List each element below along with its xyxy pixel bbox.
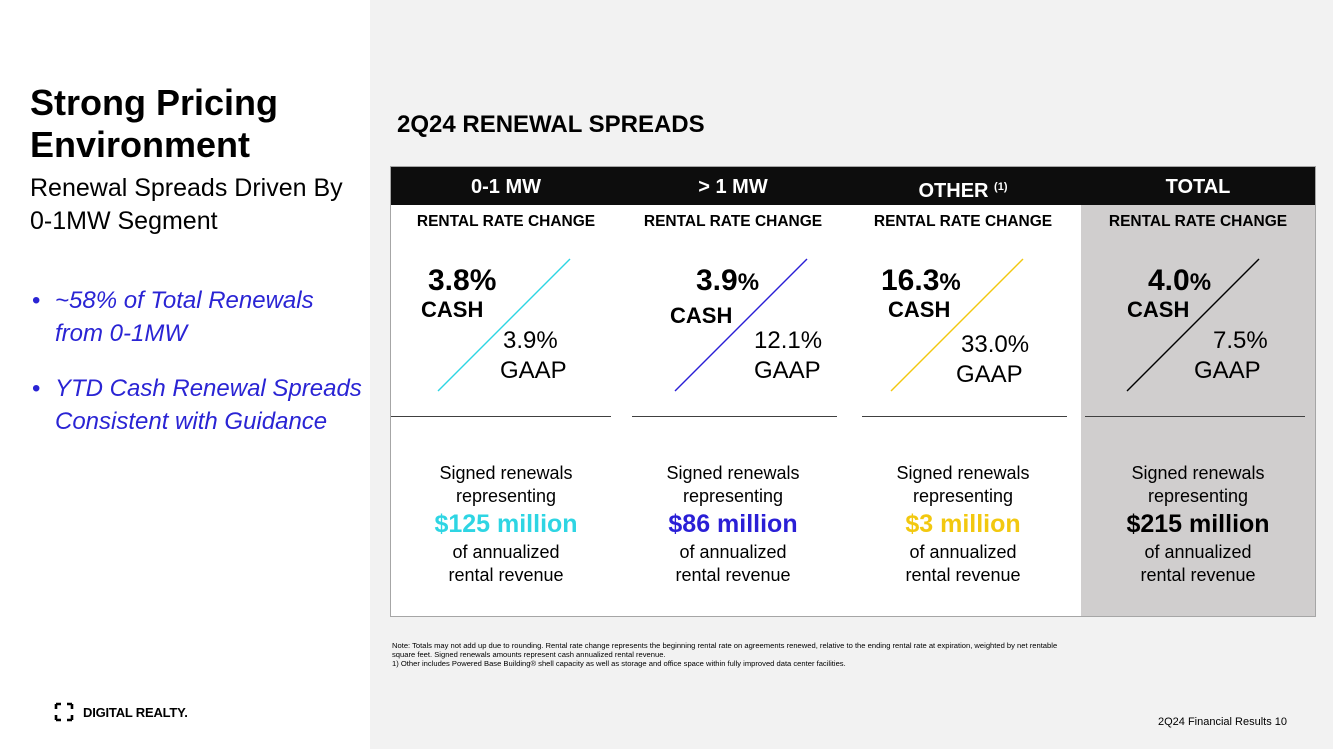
gaap-value: 7.5% — [1213, 327, 1268, 354]
cash-number: 3.9 — [696, 264, 738, 297]
column-header: OTHER (1) — [851, 167, 1075, 205]
column-header-label: 0-1 MW — [471, 176, 541, 198]
renewal-spreads-table: 0-1 MW > 1 MW OTHER (1) TOTAL RENTAL RAT… — [390, 166, 1316, 617]
cash-percent-sign: % — [1189, 269, 1212, 296]
signed-renewals-line: Signed renewals — [896, 463, 1030, 483]
cash-value: 16.3% — [881, 264, 961, 298]
note-line: Note: Totals may not add up due to round… — [392, 641, 1058, 650]
representing-line: representing — [1147, 486, 1249, 506]
note-line: square feet. Signed renewals amounts rep… — [392, 650, 666, 660]
amount-value: $3 million — [905, 510, 1021, 538]
representing-line: representing — [455, 486, 557, 506]
bullet-item: • ~58% of Total Renewals from 0-1MW — [32, 284, 362, 350]
amount-value: $86 million — [668, 510, 798, 538]
rental-rate-change-label: RENTAL RATE CHANGE — [873, 213, 1053, 230]
representing-line: representing — [682, 486, 784, 506]
bullet-dot: • — [32, 287, 41, 314]
rental-revenue-line: rental revenue — [1140, 565, 1256, 585]
gaap-label: GAAP — [956, 361, 1023, 388]
cash-number: 4.0 — [1148, 264, 1190, 297]
bullet-item: • YTD Cash Renewal Spreads Consistent wit… — [32, 372, 362, 438]
page-subtitle: Renewal Spreads Driven By 0-1MW Segment — [30, 174, 343, 235]
diagonal-divider-line — [674, 258, 808, 392]
cash-label: CASH — [421, 297, 484, 322]
page-footer: 2Q24 Financial Results 10 — [1157, 716, 1287, 728]
bullet-dot: • — [32, 375, 41, 402]
logo-text: DIGITAL REALTY. — [83, 704, 188, 720]
cash-number: 16.3 — [881, 264, 940, 297]
signed-renewals-block: Signed renewals representing $215 millio… — [1088, 462, 1308, 587]
diagonal-divider-line — [890, 258, 1024, 392]
bullet-text: ~58% of Total Renewals from 0-1MW — [55, 287, 314, 347]
representing-line: representing — [912, 486, 1014, 506]
rental-revenue-line: rental revenue — [448, 565, 564, 585]
signed-renewals-line: Signed renewals — [1131, 463, 1265, 483]
note-line: 1) Other includes Powered Base Building®… — [392, 659, 846, 669]
amount-value: $215 million — [1126, 510, 1270, 538]
gaap-label: GAAP — [500, 357, 567, 384]
cash-label: CASH — [670, 303, 733, 328]
table-header-bar: 0-1 MW > 1 MW OTHER (1) TOTAL — [391, 167, 1315, 205]
rental-rate-change-label: RENTAL RATE CHANGE — [1108, 213, 1288, 230]
total-column-background — [1081, 205, 1315, 616]
cash-percent-sign: % — [737, 269, 760, 296]
signed-renewals-block: Signed renewals representing $3 million … — [853, 462, 1073, 587]
annualized-line: of annualized — [909, 542, 1017, 562]
footnote-ref: (1) — [994, 181, 1008, 193]
diagonal-divider-line — [437, 258, 571, 392]
annualized-line: of annualized — [679, 542, 787, 562]
annualized-line: of annualized — [1144, 542, 1252, 562]
column-header: TOTAL — [1081, 167, 1315, 205]
annualized-line: of annualized — [452, 542, 560, 562]
column-header-label: TOTAL — [1165, 176, 1231, 198]
column-header: > 1 MW — [621, 167, 845, 205]
gaap-label: GAAP — [1194, 357, 1261, 384]
cash-value: 4.0% — [1148, 264, 1211, 298]
gaap-value: 33.0% — [961, 331, 1030, 358]
cash-percent-sign: % — [939, 269, 961, 296]
cash-label: CASH — [1127, 297, 1190, 322]
rental-revenue-line: rental revenue — [905, 565, 1021, 585]
bullet-text: YTD Cash Renewal Spreads Consistent with… — [55, 375, 362, 435]
rental-revenue-line: rental revenue — [675, 565, 791, 585]
column-header-label: OTHER — [918, 180, 989, 202]
cash-number: 3.8% — [428, 264, 497, 297]
rental-rate-change-label: RENTAL RATE CHANGE — [643, 213, 823, 230]
cash-value: 3.9% — [696, 264, 759, 298]
rental-rate-change-label: RENTAL RATE CHANGE — [416, 213, 596, 230]
gaap-label: GAAP — [754, 357, 821, 384]
amount-value: $125 million — [434, 510, 578, 538]
cash-value: 3.8% — [428, 264, 496, 298]
cash-label: CASH — [888, 297, 951, 322]
column-header: 0-1 MW — [391, 167, 621, 205]
digital-realty-logo: DIGITAL REALTY. — [54, 702, 188, 722]
gaap-value: 3.9% — [503, 327, 558, 354]
signed-renewals-block: Signed renewals representing $125 millio… — [396, 462, 616, 587]
section-title: 2Q24 RENEWAL SPREADS — [397, 111, 705, 138]
bracket-logo-icon — [54, 702, 74, 722]
signed-renewals-line: Signed renewals — [666, 463, 800, 483]
bullet-list: • ~58% of Total Renewals from 0-1MW • YTD … — [32, 284, 362, 460]
left-panel: Strong Pricing Environment Renewal Sprea… — [0, 0, 370, 749]
footnote-text: Note: Totals may not add up due to round… — [392, 641, 1272, 669]
page-title: Strong Pricing Environment — [30, 82, 279, 165]
signed-renewals-line: Signed renewals — [439, 463, 573, 483]
column-divider — [632, 416, 837, 417]
column-divider — [1085, 416, 1305, 417]
column-header-label: > 1 MW — [698, 176, 768, 198]
signed-renewals-block: Signed renewals representing $86 million… — [623, 462, 843, 587]
column-divider — [391, 416, 611, 417]
gaap-value: 12.1% — [754, 327, 823, 354]
column-divider — [862, 416, 1067, 417]
diagonal-divider-line — [1126, 258, 1260, 392]
